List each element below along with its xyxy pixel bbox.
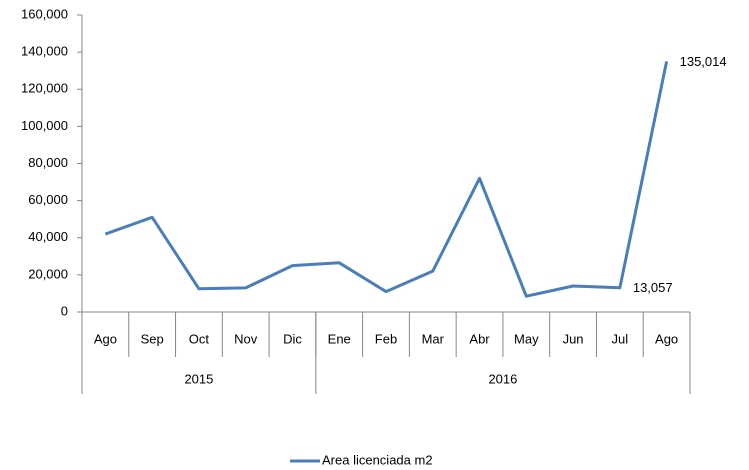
x-tick-label: Ene [328,331,351,346]
y-tick-label: 20,000 [28,266,68,281]
y-tick-label: 40,000 [28,229,68,244]
group-label: 2015 [184,371,213,386]
group-label: 2016 [488,371,517,386]
x-tick-label: May [514,331,539,346]
x-tick-label: Sep [141,331,164,346]
x-tick-label: Ago [655,331,678,346]
y-tick-label: 120,000 [21,81,68,96]
legend-label: Area licenciada m2 [322,452,433,467]
y-tick-label: 0 [61,303,68,318]
x-tick-label: Oct [189,331,210,346]
y-tick-label: 100,000 [21,118,68,133]
series-line [104,61,669,298]
x-tick-label: Jun [563,331,584,346]
x-tick-label: Jul [612,331,629,346]
data-label: 13,057 [633,280,673,295]
x-tick-label: Abr [469,331,490,346]
data-label: 135,014 [680,54,727,69]
x-tick-label: Feb [375,331,397,346]
x-tick-label: Mar [422,331,445,346]
x-tick-label: Ago [94,331,117,346]
y-tick-label: 60,000 [28,192,68,207]
x-tick-label: Dic [283,331,302,346]
y-tick-label: 160,000 [21,6,68,21]
y-tick-label: 140,000 [21,44,68,59]
y-tick-label: 80,000 [28,155,68,170]
x-tick-label: Nov [234,331,258,346]
